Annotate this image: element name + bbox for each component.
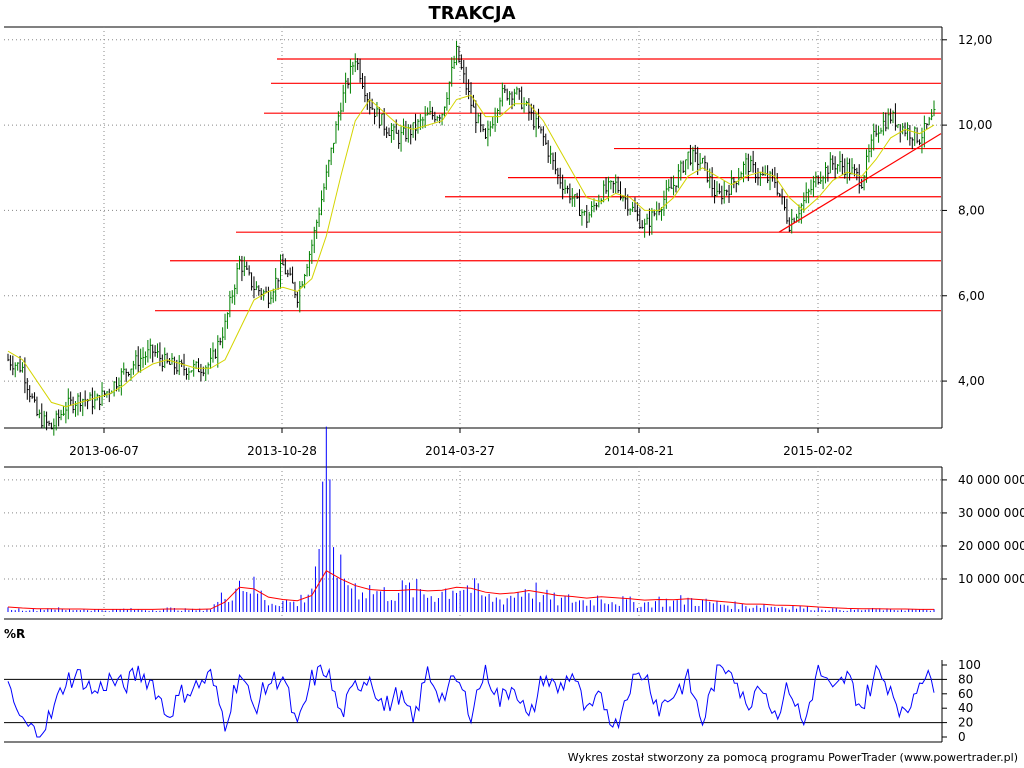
volume-y-ticks: 10 000 000 20 000 000 30 000 000 40 000 000 [942, 473, 1024, 586]
moving-average-line [7, 94, 935, 408]
williams-r-levels [4, 678, 942, 724]
volume-grid [4, 467, 942, 619]
support-trendline [778, 133, 942, 233]
volume-average-line [7, 570, 934, 610]
volume-tick-label: 10 000 000 [958, 572, 1024, 586]
price-tick-label: 10,00 [958, 118, 992, 132]
volume-panel: 10 000 000 20 000 000 30 000 000 40 000 000 [4, 426, 1024, 620]
williams-r-tick-label: 100 [958, 658, 981, 672]
date-tick-label: 2014-08-21 [604, 444, 674, 458]
price-tick-label: 6,00 [958, 289, 985, 303]
volume-tick-label: 30 000 000 [958, 506, 1024, 520]
williams-r-tick-label: 20 [958, 716, 973, 730]
date-x-ticks: 2013-06-07 2013-10-28 2014-03-27 2014-08-21… [69, 428, 853, 458]
price-tick-label: 8,00 [958, 203, 985, 217]
price-y-ticks: 4,00 6,00 8,00 10,00 12,00 [942, 33, 992, 388]
price-grid [4, 27, 942, 428]
price-tick-label: 4,00 [958, 374, 985, 388]
chart-title: TRAKCJA [428, 3, 515, 24]
date-tick-label: 2015-02-02 [783, 444, 853, 458]
volume-bars [7, 426, 935, 612]
williams-r-tick-label: 80 [958, 672, 973, 686]
price-tick-label: 12,00 [958, 33, 992, 47]
price-panel: 4,00 6,00 8,00 10,00 12,00 2013-06-07 2013-10… [4, 26, 992, 458]
price-bars [7, 40, 936, 436]
williams-r-line [7, 664, 935, 738]
footer-credit: Wykres został stworzony za pomocą progra… [568, 751, 1018, 764]
volume-tick-label: 40 000 000 [958, 473, 1024, 487]
williams-r-tick-label: 40 [958, 701, 973, 715]
williams-r-tick-label: 60 [958, 687, 973, 701]
date-tick-label: 2014-03-27 [425, 444, 495, 458]
volume-tick-label: 20 000 000 [958, 539, 1024, 553]
date-tick-label: 2013-06-07 [69, 444, 139, 458]
williams-r-label: %R [4, 627, 25, 641]
date-tick-label: 2013-10-28 [247, 444, 317, 458]
williams-r-tick-label: 0 [958, 730, 966, 744]
